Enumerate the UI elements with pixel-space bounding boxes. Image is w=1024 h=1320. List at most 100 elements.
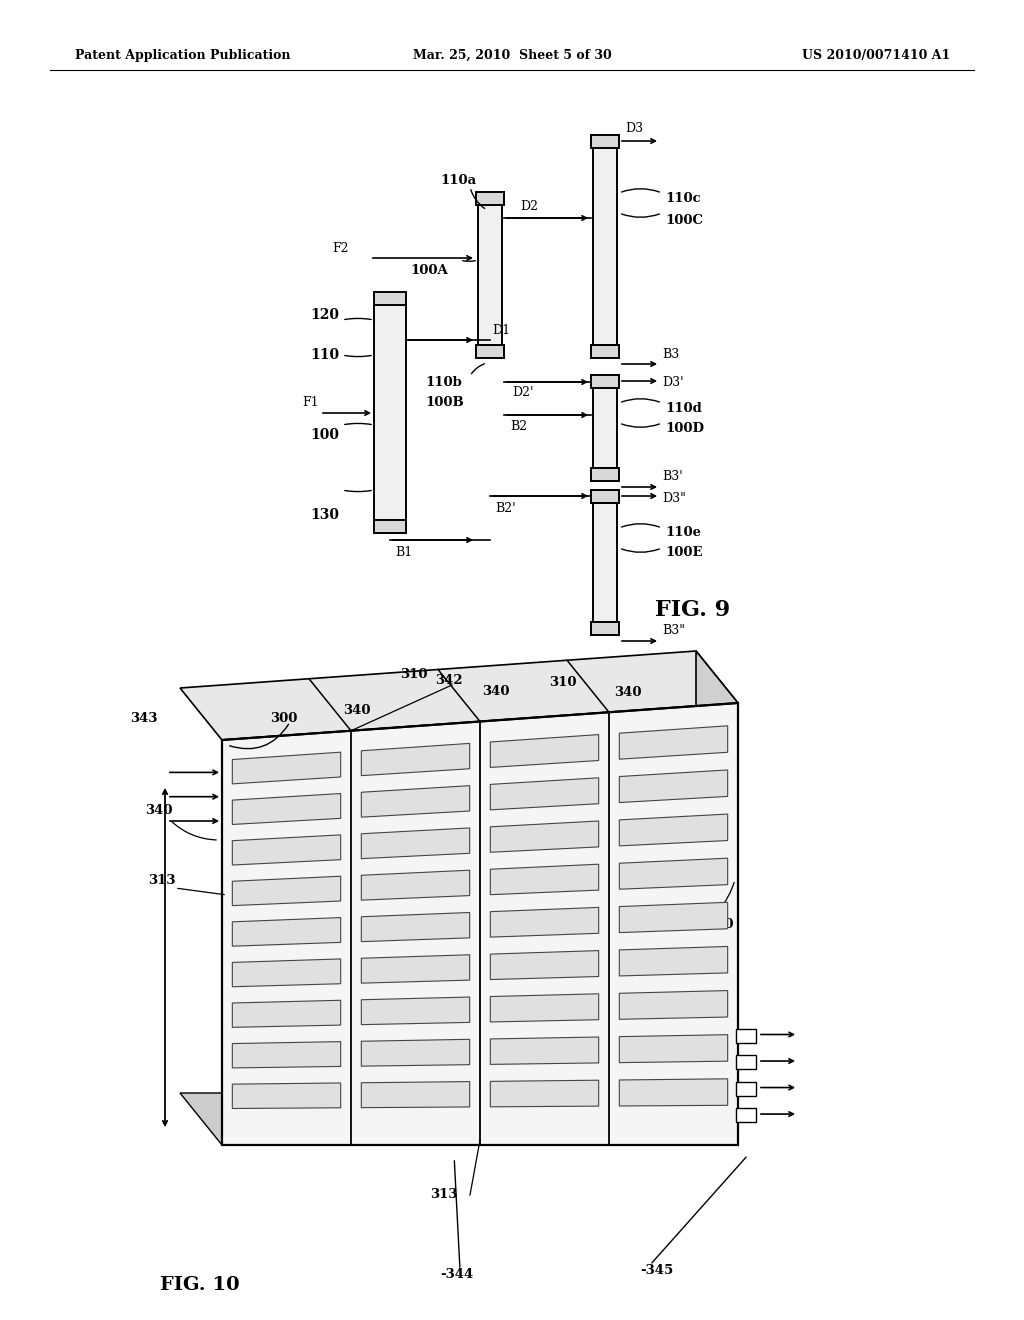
Polygon shape [232, 958, 341, 987]
Text: 310: 310 [706, 917, 733, 931]
Polygon shape [222, 704, 738, 1144]
Bar [736, 1107, 756, 1122]
Text: 313: 313 [430, 1188, 458, 1201]
Polygon shape [620, 770, 728, 803]
Polygon shape [620, 946, 728, 975]
Bar [476, 345, 504, 358]
Polygon shape [490, 1038, 599, 1064]
Text: 340: 340 [343, 705, 371, 717]
Text: 110e: 110e [665, 527, 701, 540]
Polygon shape [490, 777, 599, 810]
Bar [591, 622, 618, 635]
Text: D3: D3 [625, 123, 643, 136]
Polygon shape [490, 735, 599, 767]
Polygon shape [620, 726, 728, 759]
Text: F1: F1 [302, 396, 318, 409]
Bar [736, 1028, 756, 1043]
Text: B3': B3' [662, 470, 683, 483]
Polygon shape [361, 912, 470, 941]
Text: 110c: 110c [665, 191, 700, 205]
Polygon shape [232, 834, 341, 865]
Polygon shape [490, 1080, 599, 1106]
Polygon shape [232, 1041, 341, 1068]
Text: 343: 343 [130, 711, 158, 725]
Polygon shape [232, 793, 341, 825]
Bar [593, 388, 617, 469]
Text: 120: 120 [310, 308, 339, 322]
Text: 313: 313 [680, 913, 708, 927]
Polygon shape [490, 865, 599, 895]
Polygon shape [490, 950, 599, 979]
Text: B2: B2 [510, 421, 527, 433]
Bar [591, 135, 618, 148]
Text: F2: F2 [332, 242, 348, 255]
Text: FIG. 10: FIG. 10 [160, 1276, 240, 1294]
Text: Mar. 25, 2010  Sheet 5 of 30: Mar. 25, 2010 Sheet 5 of 30 [413, 49, 611, 62]
Polygon shape [620, 1078, 728, 1106]
Text: -344: -344 [440, 1269, 473, 1282]
Polygon shape [361, 870, 470, 900]
Text: 130: 130 [310, 508, 339, 521]
Polygon shape [232, 917, 341, 946]
Text: D1: D1 [492, 323, 510, 337]
Polygon shape [490, 821, 599, 853]
Text: 110a: 110a [440, 173, 476, 186]
Bar [476, 191, 504, 205]
Polygon shape [180, 1093, 738, 1144]
Text: 110b: 110b [425, 376, 462, 389]
Polygon shape [180, 651, 738, 741]
Polygon shape [361, 743, 470, 776]
Polygon shape [232, 752, 341, 784]
Polygon shape [490, 907, 599, 937]
Text: 100D: 100D [665, 421, 705, 434]
Text: -345: -345 [640, 1263, 673, 1276]
Polygon shape [361, 1039, 470, 1067]
Polygon shape [620, 903, 728, 933]
Bar [591, 469, 618, 480]
Text: D2: D2 [520, 199, 538, 213]
Bar [374, 292, 406, 305]
Bar [736, 1055, 756, 1069]
Text: 310: 310 [400, 668, 428, 681]
Polygon shape [232, 1001, 341, 1027]
Bar [591, 490, 618, 503]
Polygon shape [620, 858, 728, 890]
Bar [374, 305, 406, 520]
Text: D3': D3' [662, 376, 684, 389]
Text: FIG. 9: FIG. 9 [655, 599, 730, 620]
Text: 340: 340 [614, 686, 641, 698]
Bar [736, 1081, 756, 1096]
Text: D3": D3" [662, 491, 686, 504]
Polygon shape [232, 876, 341, 906]
Bar [591, 375, 618, 388]
Text: 100E: 100E [665, 546, 702, 560]
Polygon shape [361, 828, 470, 858]
Text: 340: 340 [482, 685, 510, 698]
Text: 300: 300 [270, 711, 297, 725]
Text: B1: B1 [395, 545, 413, 558]
Text: 110d: 110d [665, 401, 701, 414]
Polygon shape [490, 994, 599, 1022]
Bar [591, 345, 618, 358]
Text: B3": B3" [662, 624, 685, 638]
Text: 110: 110 [310, 348, 339, 362]
Bar [593, 148, 617, 345]
Polygon shape [620, 814, 728, 846]
Text: US 2010/0071410 A1: US 2010/0071410 A1 [802, 49, 950, 62]
Bar [374, 520, 406, 533]
Text: 100: 100 [310, 428, 339, 442]
Text: 313: 313 [148, 874, 175, 887]
Bar [593, 503, 617, 622]
Text: B2': B2' [495, 502, 516, 515]
Text: 342: 342 [435, 673, 463, 686]
Text: Patent Application Publication: Patent Application Publication [75, 49, 291, 62]
Text: 310: 310 [550, 676, 577, 689]
Text: 100C: 100C [665, 214, 703, 227]
Polygon shape [696, 651, 738, 1144]
Polygon shape [620, 990, 728, 1019]
Polygon shape [232, 1082, 341, 1109]
Polygon shape [361, 997, 470, 1024]
Text: B3: B3 [662, 347, 679, 360]
Text: D2': D2' [512, 385, 534, 399]
Text: 100A: 100A [410, 264, 447, 276]
